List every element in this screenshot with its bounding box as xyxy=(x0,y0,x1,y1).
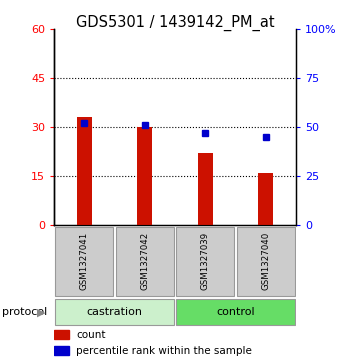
Bar xyxy=(176,299,295,325)
Bar xyxy=(54,330,69,339)
Bar xyxy=(54,346,69,355)
Text: GSM1327042: GSM1327042 xyxy=(140,232,149,290)
Text: count: count xyxy=(76,330,105,339)
Text: GDS5301 / 1439142_PM_at: GDS5301 / 1439142_PM_at xyxy=(76,15,274,31)
Bar xyxy=(137,127,152,225)
Bar xyxy=(77,117,92,225)
Text: percentile rank within the sample: percentile rank within the sample xyxy=(76,346,252,356)
Text: protocol: protocol xyxy=(2,307,47,317)
Bar xyxy=(258,173,273,225)
Bar xyxy=(116,227,174,296)
Text: GSM1327039: GSM1327039 xyxy=(201,232,210,290)
Text: castration: castration xyxy=(87,307,143,317)
Bar xyxy=(237,227,295,296)
Bar xyxy=(198,153,213,225)
Bar xyxy=(176,227,234,296)
Text: control: control xyxy=(216,307,255,317)
Bar xyxy=(55,299,174,325)
Bar xyxy=(55,227,113,296)
Text: GSM1327040: GSM1327040 xyxy=(261,232,270,290)
Text: ▶: ▶ xyxy=(37,307,46,317)
Text: GSM1327041: GSM1327041 xyxy=(80,232,89,290)
